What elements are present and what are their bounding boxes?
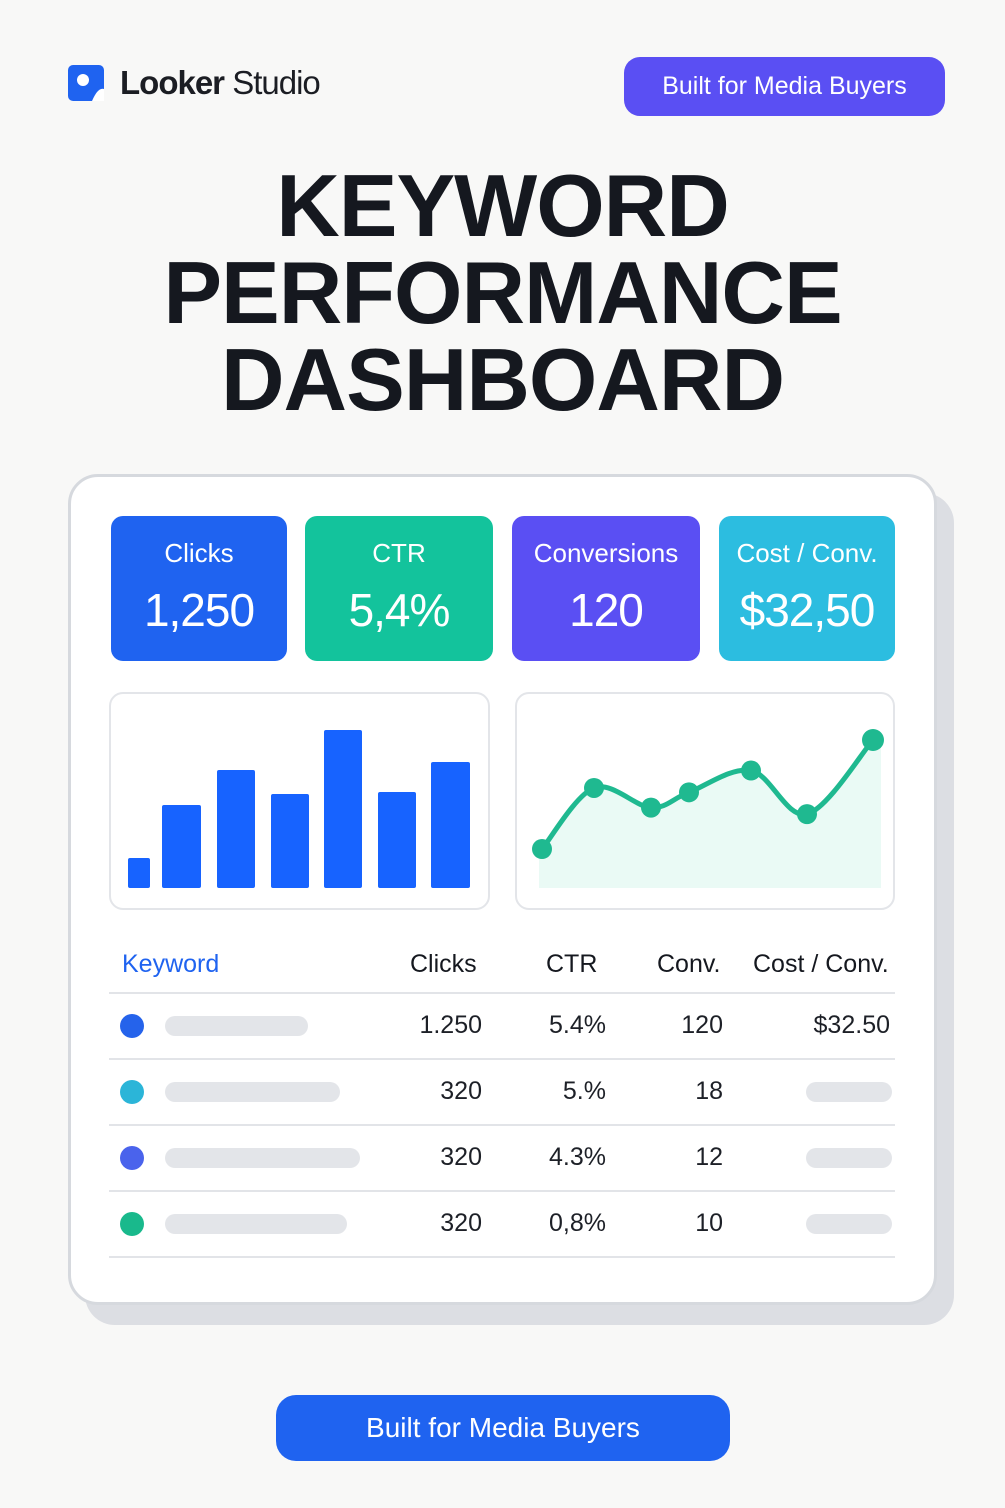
keyword-placeholder — [165, 1082, 340, 1102]
kpi-value: $32,50 — [739, 584, 876, 636]
brand-name: Looker Studio — [120, 64, 321, 101]
cell-ctr: 0,8% — [549, 1209, 606, 1237]
table-divider — [109, 992, 895, 994]
bar-4[interactable] — [271, 794, 309, 888]
kpi-value: 1,250 — [143, 584, 255, 636]
cost-placeholder — [806, 1082, 892, 1102]
line-chart — [532, 729, 884, 888]
table-divider — [109, 1190, 895, 1192]
bar-chart — [128, 730, 470, 888]
cell-conv: 18 — [695, 1077, 723, 1105]
kpi-value: 5,4% — [348, 584, 451, 636]
bar-2[interactable] — [162, 805, 201, 888]
title-line-2: PERFORMANCE — [163, 243, 842, 342]
line-point-1[interactable] — [532, 839, 552, 859]
header-ctr[interactable]: CTR — [546, 950, 598, 978]
keyword-placeholder — [165, 1214, 347, 1234]
kpi-ctr[interactable]: CTR 5,4% — [305, 516, 493, 661]
line-point-7[interactable] — [862, 729, 884, 751]
header-keyword[interactable]: Keyword — [122, 950, 220, 978]
cell-cost-per-conv: $32.50 — [813, 1011, 890, 1039]
table-divider — [109, 1124, 895, 1126]
bar-1[interactable] — [128, 858, 150, 888]
kpi-conversions[interactable]: Conversions 120 — [512, 516, 700, 661]
bar-6[interactable] — [378, 792, 416, 888]
kpi-label: Cost / Conv. — [736, 538, 878, 568]
cell-ctr: 4.3% — [549, 1143, 606, 1171]
bar-5[interactable] — [324, 730, 362, 888]
cell-ctr: 5.% — [562, 1077, 606, 1105]
kpi-label: Conversions — [533, 538, 679, 568]
built-for-media-buyers-badge-bottom[interactable]: Built for Media Buyers — [276, 1395, 730, 1461]
cell-ctr: 5.4% — [549, 1011, 606, 1039]
bar-7[interactable] — [431, 762, 470, 888]
kpi-value: 120 — [569, 584, 644, 636]
keyword-color-dot — [120, 1212, 144, 1236]
bar-chart-panel — [109, 692, 490, 910]
cell-clicks: 320 — [440, 1143, 482, 1171]
cell-conv: 12 — [695, 1143, 723, 1171]
kpi-cost-per-conversion[interactable]: Cost / Conv. $32,50 — [719, 516, 895, 661]
bar-3[interactable] — [217, 770, 255, 888]
cost-placeholder — [806, 1148, 892, 1168]
header-clicks[interactable]: Clicks — [410, 950, 477, 978]
header-conv[interactable]: Conv. — [657, 950, 721, 978]
kpi-label: Clicks — [164, 538, 234, 568]
keyword-color-dot — [120, 1146, 144, 1170]
table-divider — [109, 1256, 895, 1258]
keyword-color-dot — [120, 1014, 144, 1038]
table-divider — [109, 1058, 895, 1060]
keyword-placeholder — [165, 1016, 308, 1036]
kpi-label: CTR — [372, 538, 426, 568]
header-cost-per-conv[interactable]: Cost / Conv. — [753, 950, 889, 978]
cell-clicks: 320 — [440, 1209, 482, 1237]
line-point-5[interactable] — [741, 760, 761, 781]
line-point-6[interactable] — [797, 804, 817, 825]
looker-studio-logo: Looker Studio — [68, 64, 321, 102]
page-title: KEYWORD PERFORMANCE DASHBOARD — [0, 156, 1005, 429]
cell-clicks: 1.250 — [419, 1011, 482, 1039]
line-point-2[interactable] — [584, 777, 604, 798]
keyword-placeholder — [165, 1148, 360, 1168]
cost-placeholder — [806, 1214, 892, 1234]
line-chart-panel — [515, 692, 895, 910]
kpi-clicks[interactable]: Clicks 1,250 — [111, 516, 287, 661]
built-for-media-buyers-badge-top[interactable]: Built for Media Buyers — [624, 57, 945, 116]
cell-clicks: 320 — [440, 1077, 482, 1105]
cell-conv: 120 — [681, 1011, 723, 1039]
line-point-4[interactable] — [679, 782, 699, 803]
line-point-3[interactable] — [641, 797, 661, 818]
keyword-color-dot — [120, 1080, 144, 1104]
looker-studio-icon — [68, 65, 104, 101]
area-fill — [539, 740, 881, 888]
title-line-3: DASHBOARD — [221, 330, 785, 429]
cell-conv: 10 — [695, 1209, 723, 1237]
title-line-1: KEYWORD — [276, 156, 730, 255]
